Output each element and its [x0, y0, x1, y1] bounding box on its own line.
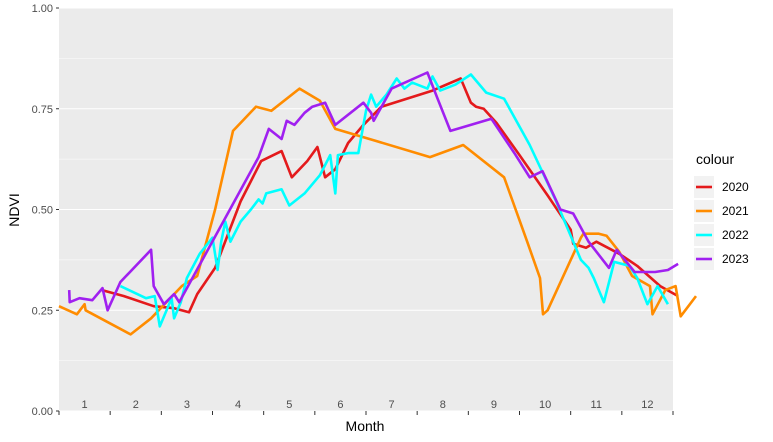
- month-label: 7: [389, 399, 395, 411]
- y-tick-label: 0.00: [32, 406, 53, 418]
- legend-label-2021: 2021: [722, 204, 749, 218]
- legend-items: 2020 2021 2022 2023: [694, 176, 749, 270]
- legend-title: colour: [696, 151, 734, 167]
- legend-label-2020: 2020: [722, 180, 749, 194]
- month-label: 3: [184, 399, 190, 411]
- month-label: 2: [133, 399, 139, 411]
- axes: 0.00 0.25 0.50 0.75 1.00: [32, 3, 674, 418]
- month-label: 11: [591, 399, 602, 411]
- y-tick-label: 1.00: [32, 3, 53, 15]
- y-tick-label: 0.75: [32, 104, 53, 116]
- series-lines: [58, 71, 698, 336]
- y-tick-label: 0.50: [32, 205, 53, 217]
- legend-label-2022: 2022: [722, 228, 749, 242]
- month-label: 4: [235, 399, 241, 411]
- month-label: 8: [440, 399, 446, 411]
- y-axis-title: NDVI: [6, 193, 22, 226]
- x-axis-title: Month: [346, 418, 385, 434]
- legend-label-2023: 2023: [722, 252, 749, 266]
- month-label: 10: [539, 399, 551, 411]
- month-label: 9: [491, 399, 497, 411]
- series-line-2022: [119, 73, 670, 328]
- month-labels: 1 2 3 4 5 6 7 8 9 10 11 12: [82, 399, 654, 411]
- y-tick-label: 0.25: [32, 305, 53, 317]
- month-label: 5: [286, 399, 292, 411]
- series-line-2023: [67, 71, 679, 312]
- month-label: 12: [641, 399, 653, 411]
- month-label: 1: [82, 399, 88, 411]
- month-label: 6: [337, 399, 343, 411]
- grid-lines: [59, 7, 673, 412]
- legend: colour 2020 2021 2022 2023: [694, 151, 749, 270]
